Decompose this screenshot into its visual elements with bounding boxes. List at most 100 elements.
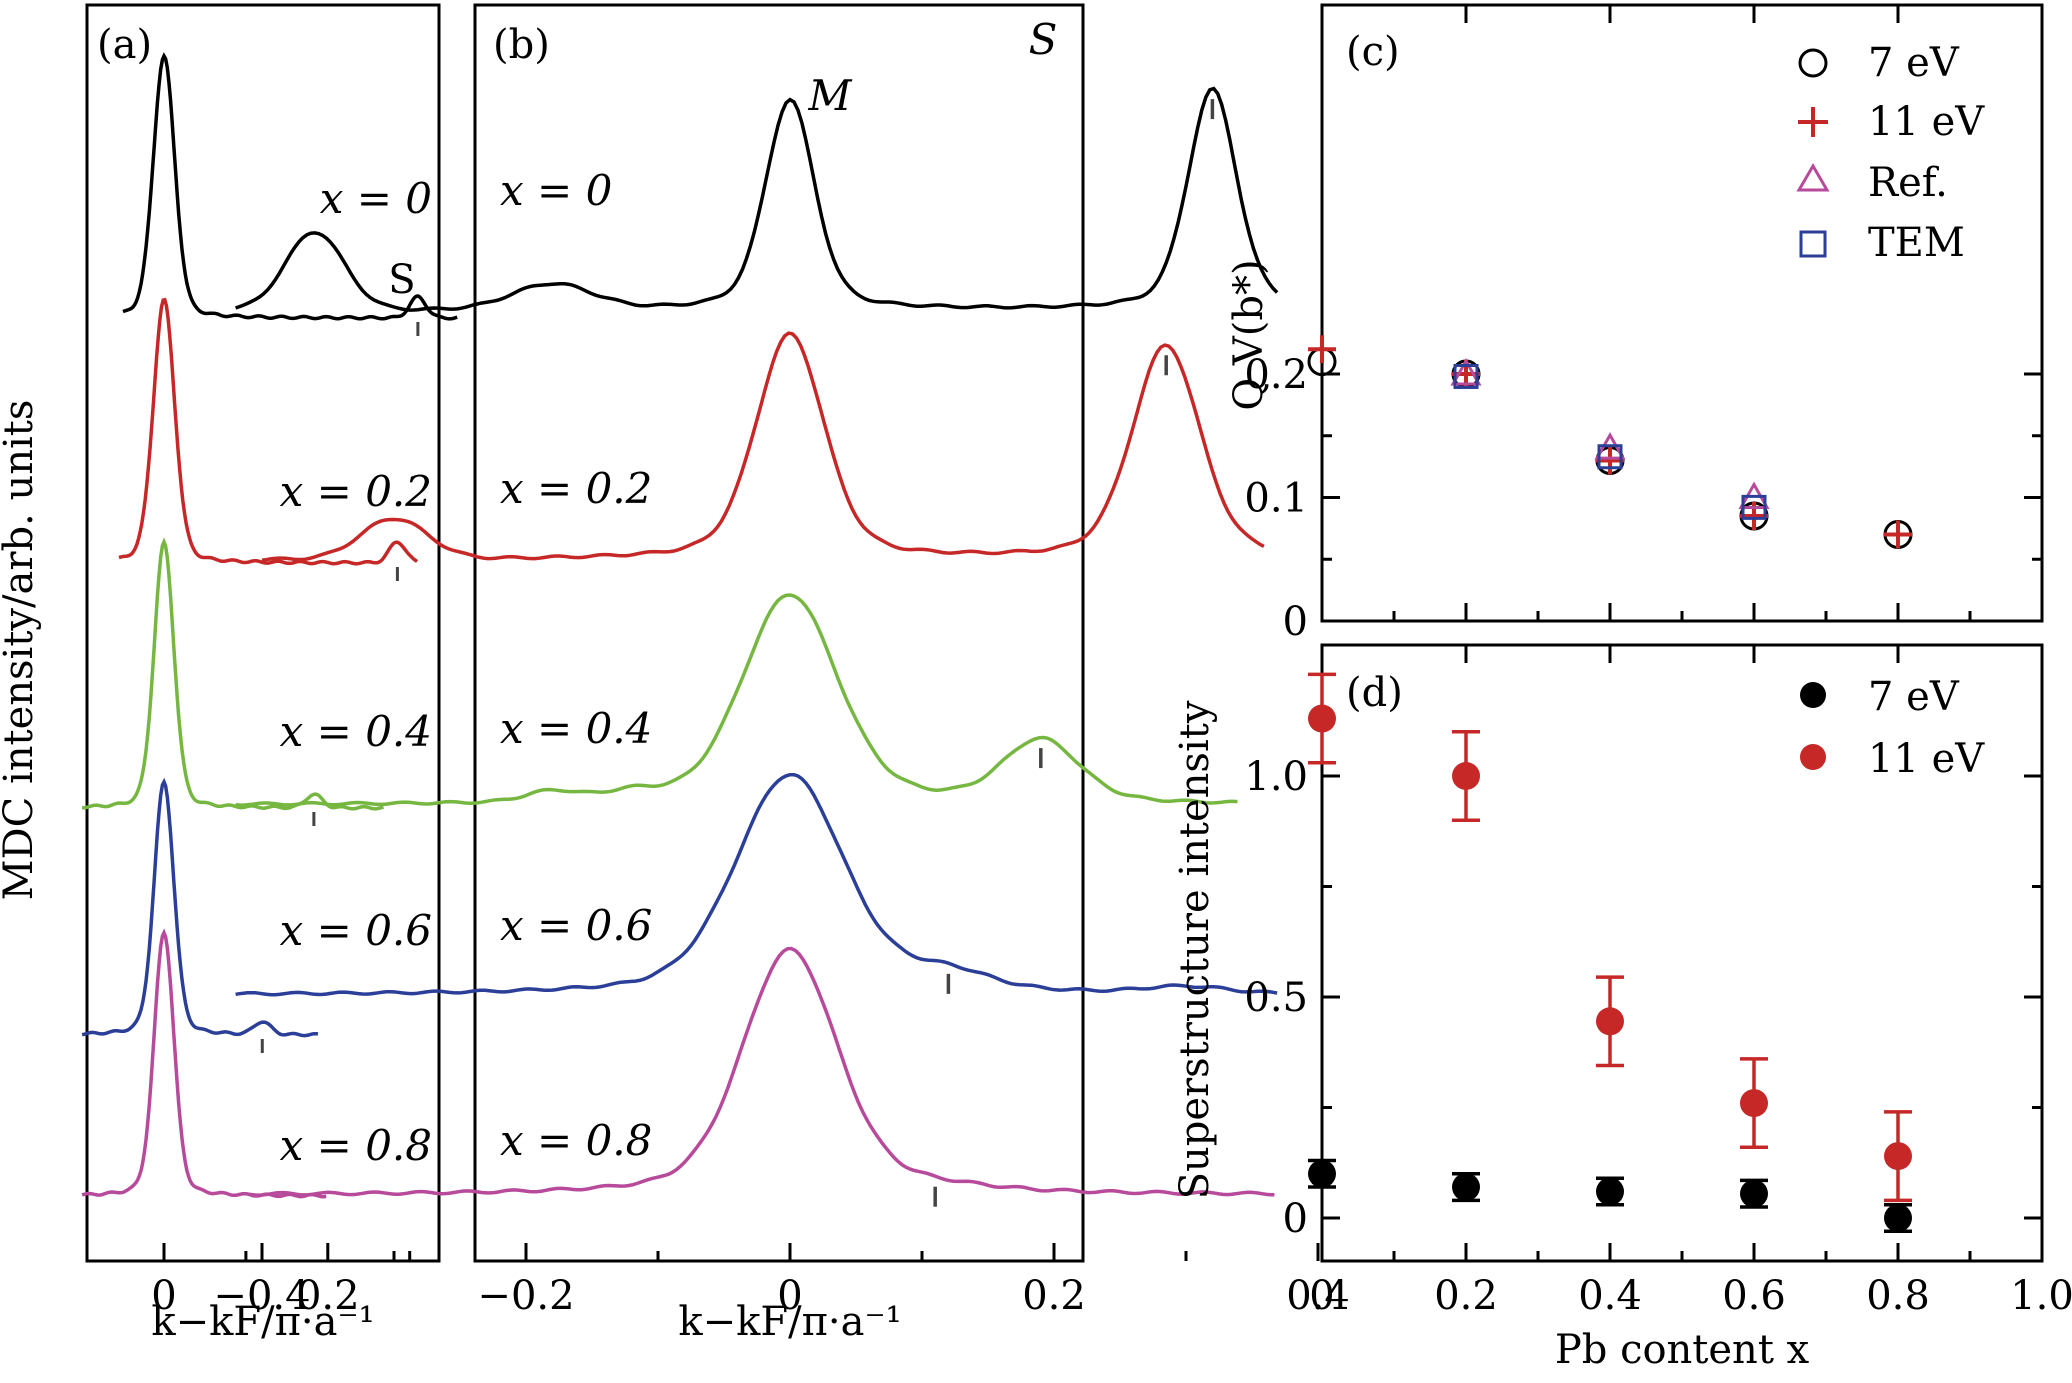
panel-a-curve-x=0 [122,52,458,321]
panel-c-point-ref [1450,357,1482,386]
panel-d-x-tick-label: 0.6 [1722,1273,1786,1319]
panel-c-y-tick-label: 0.1 [1244,476,1308,522]
panel-c-y-axis-title: Q V(b*) [1226,259,1272,410]
panel-a-peak-label-s: S [388,257,415,303]
panel-d-point-11ev [1308,704,1336,733]
panel-a-label: (a) [97,22,152,68]
panel-a-label-x0: x = 0 [320,174,432,223]
legend-d-11ev-label: 11 eV [1868,736,1985,782]
panel-c-point-tem [1597,444,1623,470]
panel-a-x-tick-label: 0 [151,1273,176,1319]
panel-b-x-axis-title: k−kF/π·a⁻¹ [678,1299,901,1345]
panel-c-points [1307,335,1913,550]
panel-c: (c) 0 0.1 0.2 Q V(b*) 7 eV 11 eV Ref. TEM [1226,3,2044,645]
panel-c-point-tem [1741,494,1767,520]
panel-b-peak-label-m: M [807,71,852,120]
panel-d: (d) 0 0.5 1.0 0 0.2 0.4 0.6 0.8 1.0 Superstructu… [1172,643,2072,1373]
panel-b-curve-x=0.6 [235,772,1278,997]
panel-c-point-11ev [1884,520,1912,549]
panel-d-y-tick-label: 1.0 [1244,754,1308,800]
panel-d-point-7ev [1740,1179,1768,1208]
panel-b-label-x02: x = 0.2 [500,464,652,513]
panel-d-x-axis-title: Pb content x [1555,1327,1810,1373]
panel-b-x-tick-label: −0.4 [213,1273,310,1319]
panel-b: (b) −0.4 −0.2 0 0.2 0.4 x = 0 x = 0.2 x = 0.… [213,3,1350,1345]
panel-a-curve-labels: x = 0 x = 0.2 x = 0.4 x = 0.6 x = 0.8 [280,174,432,1170]
panel-d-point-7ev [1884,1204,1912,1232]
panel-a-x-axis-title: k−kF/π·a⁻¹ [151,1299,374,1345]
legend-ref-label: Ref. [1868,160,1948,206]
panel-b-label-x04: x = 0.4 [500,704,652,753]
panel-a: (a) 0 0.2 x = 0 x = 0.2 x = 0.4 x = 0.6 x… [81,3,458,1345]
panel-a-curve-x=0.4 [81,537,384,811]
panel-d-point-11ev [1884,1142,1912,1171]
panel-b-label-x0: x = 0 [500,166,612,215]
panel-a-label-x06: x = 0.6 [280,906,432,955]
panel-c-point-11ev [1596,446,1624,475]
panel-c-y-tick-label: 0 [1283,599,1308,645]
panel-c-y-tick-label: 0.2 [1244,352,1308,398]
legend-7ev-label: 7 eV [1868,40,1960,86]
panel-b-curve-x=0 [235,86,1279,312]
panel-a-label-x02: x = 0.2 [280,467,432,516]
panel-c-ticks: 0 0.1 0.2 [1244,5,2042,645]
panel-b-label: (b) [493,22,550,68]
panel-b-curves [235,86,1279,1207]
panel-d-y-tick-label: 0 [1283,1196,1308,1242]
panel-b-x-tick-label: 0 [777,1273,802,1319]
legend-7ev-circle-marker [1798,48,1828,78]
panel-b-label-x08: x = 0.8 [500,1116,652,1165]
panel-a-curve-x=0.2 [118,297,419,566]
panel-a-x-ticks: 0 0.2 [151,1243,412,1319]
panel-c-legend: 7 eV 11 eV Ref. TEM [1796,40,1985,266]
panel-c-frame [1320,3,2044,623]
legend-d-7ev-marker [1800,682,1826,708]
panel-d-x-tick-label: 1.0 [2010,1273,2072,1319]
panel-d-point-7ev [1596,1177,1624,1206]
panel-c-point-11ev [1308,335,1336,364]
panel-a-curves [81,52,458,1199]
panel-b-frame [473,3,1085,1263]
panel-b-curve-x=0.4 [235,593,1238,807]
panel-d-x-tick-label: 0.4 [1578,1273,1642,1319]
panel-a-curve-x=0.6 [81,777,319,1038]
panel-a-curve-x=0.8 [81,928,327,1199]
panel-d-point-11ev [1596,1007,1624,1036]
panel-d-point-11ev [1740,1089,1768,1118]
panel-d-x-tick-label: 0.2 [1434,1273,1498,1319]
panel-d-point-7ev [1308,1159,1336,1188]
panel-d-legend: 7 eV 11 eV [1800,674,1985,782]
panel-d-x-tick-label: 0 [1309,1273,1334,1319]
mdc-intensity-axis-title: MDC intensity/arb. units [0,400,42,901]
panel-d-points [1308,672,1912,1234]
panel-a-x-tick-label: 0.2 [296,1273,360,1319]
legend-d-11ev-marker [1800,744,1826,770]
legend-ref-triangle-marker [1796,163,1830,192]
legend-11ev-plus-marker [1798,107,1828,137]
panel-b-curve-x=0.8 [248,946,1275,1197]
panel-b-x-tick-label: 0.2 [1022,1273,1086,1319]
panel-b-peak-label-s: S [1029,15,1058,64]
panel-d-y-axis-title: Superstructure intensity [1172,700,1218,1199]
panel-d-point-7ev [1452,1173,1480,1202]
panel-a-label-x08: x = 0.8 [280,1121,432,1170]
panel-c-point-tem [1453,363,1479,389]
legend-tem-label: TEM [1868,220,1965,266]
panel-d-y-tick-label: 0.5 [1244,975,1308,1021]
panel-d-x-tick-label: 0.8 [1866,1273,1930,1319]
panel-b-x-tick-label: −0.2 [477,1273,574,1319]
panel-b-curve-x=0.2 [261,331,1265,562]
panel-b-x-ticks: −0.4 −0.2 0 0.2 0.4 [213,1243,1350,1319]
panel-b-curve-labels: x = 0 x = 0.2 x = 0.4 x = 0.6 x = 0.8 [500,166,652,1165]
legend-11ev-label: 11 eV [1868,99,1985,145]
panel-c-label: (c) [1346,29,1400,75]
panel-b-x-tick-label: 0.4 [1286,1273,1350,1319]
panel-b-label-x06: x = 0.6 [500,901,652,950]
panel-d-label: (d) [1346,670,1403,716]
panel-a-label-x04: x = 0.4 [280,707,432,756]
legend-d-7ev-label: 7 eV [1868,674,1960,720]
legend-tem-square-marker [1799,230,1827,258]
panel-d-ticks: 0 0.5 1.0 0 0.2 0.4 0.6 0.8 1.0 [1244,645,2072,1319]
panel-d-point-11ev [1452,762,1480,790]
